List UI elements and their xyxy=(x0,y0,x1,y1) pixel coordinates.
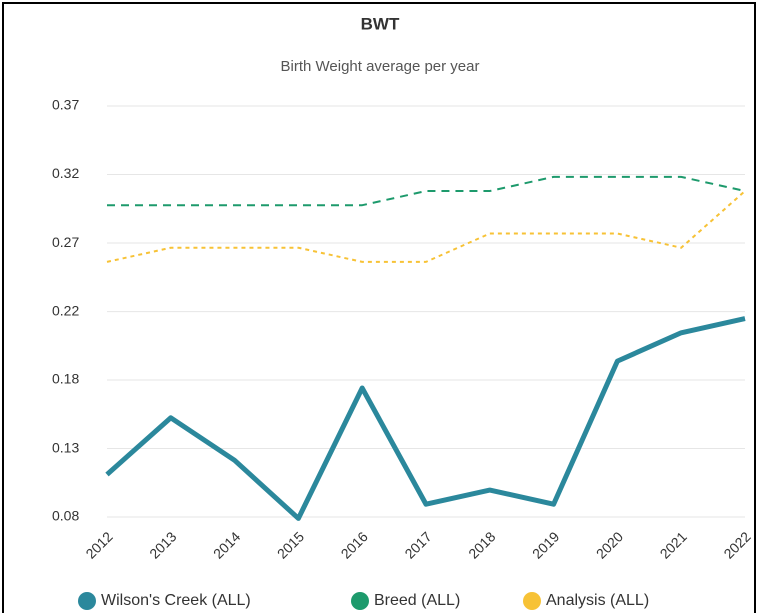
legend-label: Wilson's Creek (ALL) xyxy=(101,592,251,609)
series-line xyxy=(107,175,746,207)
y-tick-label: 0.13 xyxy=(52,439,79,455)
series-line xyxy=(106,190,746,263)
legend-marker xyxy=(351,592,369,610)
legend-label: Analysis (ALL) xyxy=(546,592,649,609)
legend-label: Breed (ALL) xyxy=(374,592,460,609)
y-tick-label: 0.22 xyxy=(52,302,79,318)
y-tick-label: 0.32 xyxy=(52,165,79,181)
legend-marker xyxy=(523,592,541,610)
y-tick-label: 0.37 xyxy=(52,97,79,113)
chart-subtitle: Birth Weight average per year xyxy=(281,58,480,75)
chart-title: BWT xyxy=(361,14,400,33)
legend-marker xyxy=(78,592,96,610)
series-line xyxy=(105,316,746,521)
y-tick-label: 0.18 xyxy=(52,371,79,387)
y-tick-label: 0.08 xyxy=(52,508,79,524)
y-tick-label: 0.27 xyxy=(52,234,79,250)
